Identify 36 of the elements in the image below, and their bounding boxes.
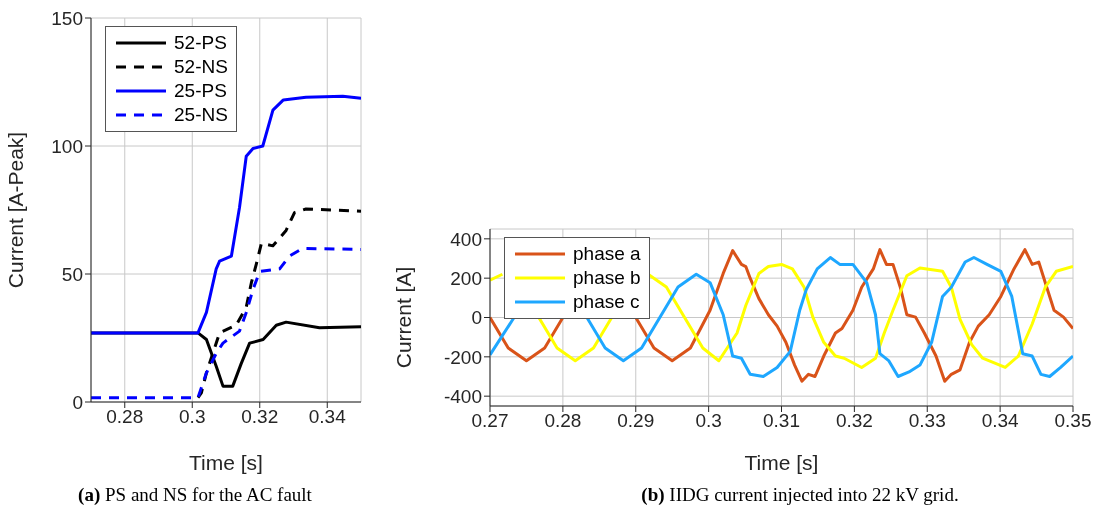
x-tick-label: 0.31: [763, 410, 800, 432]
x-tick-label: 0.33: [908, 410, 946, 432]
x-tick-label: 0.29: [617, 410, 655, 432]
y-tick-label: -200: [443, 346, 482, 368]
x-tick-label: 0.34: [308, 406, 347, 428]
y-axis-title: Current [A]: [392, 266, 416, 369]
x-axis-title: Time [s]: [744, 451, 819, 474]
y-tick-label: 0: [72, 391, 83, 413]
text: (a) PS and NS for the AC fault: [77, 484, 313, 506]
text: (b) IIDG current injected into 22 kV grid.: [640, 484, 960, 506]
y-tick-label: 400: [450, 228, 482, 250]
legend-label: phase b: [573, 266, 641, 290]
x-tick-label: 0.32: [241, 406, 279, 428]
y-tick-label: 100: [51, 135, 83, 157]
y-tick-label: -400: [443, 385, 482, 407]
x-tick-label: 0.28: [544, 410, 582, 432]
y-tick-label: 0: [471, 307, 482, 329]
x-tick-label: 0.34: [981, 410, 1020, 432]
x-tick-label: 0.28: [106, 406, 144, 428]
legend-label: 52-PS: [174, 31, 227, 55]
line-series: [196, 207, 361, 400]
x-tick-label: 0.3: [179, 406, 206, 428]
legend-label: 52-NS: [174, 55, 228, 79]
x-tick-label: 0.3: [695, 410, 722, 432]
legend-label: 25-PS: [174, 79, 227, 103]
x-tick-label: 0.32: [835, 410, 873, 432]
x-axis-title: Time [s]: [189, 451, 263, 474]
legend-label: phase a: [573, 242, 641, 266]
y-tick-label: 150: [51, 7, 83, 29]
x-tick-label: 0.35: [1054, 410, 1092, 432]
y-tick-label: 200: [450, 267, 482, 289]
legend-label: phase c: [573, 290, 640, 314]
y-axis-title: Current [A-Peak]: [4, 131, 28, 289]
x-tick-label: 0.27: [471, 410, 509, 432]
legend-label: 25-NS: [174, 103, 228, 127]
y-tick-label: 50: [61, 263, 83, 285]
